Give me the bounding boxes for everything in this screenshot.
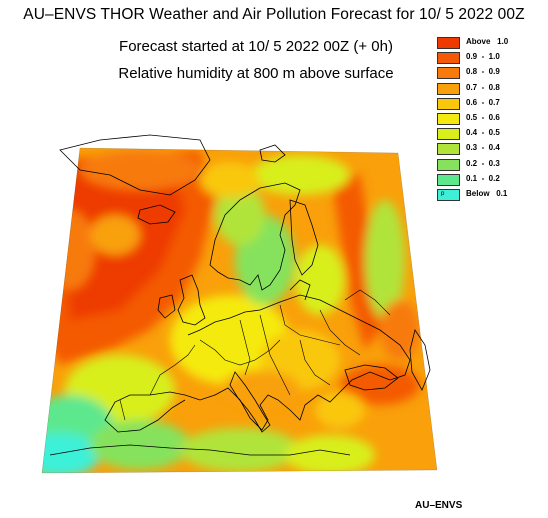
coastlines bbox=[49, 134, 431, 456]
legend-swatch bbox=[437, 158, 460, 171]
domain-outline bbox=[41, 147, 438, 474]
legend-label: 0.2 - 0.3 bbox=[466, 158, 500, 168]
legend-label: 0.9 - 1.0 bbox=[466, 52, 500, 62]
legend-swatch bbox=[437, 143, 460, 156]
legend-item: 0.8 - 0.9 bbox=[437, 66, 547, 80]
legend-item: ᵖ Below 0.1 bbox=[437, 188, 547, 202]
legend-label: 0.5 - 0.6 bbox=[466, 112, 500, 122]
credit: AU–ENVS bbox=[415, 500, 463, 511]
legend-label: 0.7 - 0.8 bbox=[466, 82, 500, 92]
legend: Above 1.0 0.9 - 1.0 0.8 - 0.9 0.7 - 0.8 0.6 … bbox=[437, 36, 547, 203]
map-title: AU–ENVS THOR Weather and Air Pollution F… bbox=[23, 6, 525, 23]
legend-item: 0.6 - 0.7 bbox=[437, 97, 547, 111]
legend-item: 0.2 - 0.3 bbox=[437, 158, 547, 172]
legend-label: 0.4 - 0.5 bbox=[466, 128, 500, 138]
legend-label: Below 0.1 bbox=[466, 188, 508, 198]
legend-item: 0.7 - 0.8 bbox=[437, 82, 547, 96]
legend-label: Above 1.0 bbox=[466, 37, 509, 46]
legend-item: 0.4 - 0.5 bbox=[437, 127, 547, 141]
legend-label: 0.6 - 0.7 bbox=[466, 97, 500, 107]
legend-swatch bbox=[437, 128, 460, 141]
legend-label: 0.1 - 0.2 bbox=[466, 173, 500, 183]
field-name: Relative humidity at 800 m above surface bbox=[118, 65, 394, 82]
legend-swatch bbox=[437, 173, 460, 186]
legend-label: 0.8 - 0.9 bbox=[466, 67, 500, 77]
legend-swatch bbox=[437, 112, 460, 125]
legend-swatch bbox=[437, 52, 460, 65]
legend-label: 0.3 - 0.4 bbox=[466, 143, 500, 153]
legend-item: 0.1 - 0.2 bbox=[437, 173, 547, 187]
legend-swatch bbox=[437, 67, 460, 80]
humidity-field bbox=[42, 148, 437, 473]
legend-item: 0.9 - 1.0 bbox=[437, 51, 547, 65]
borders bbox=[119, 289, 391, 421]
legend-swatch bbox=[437, 82, 460, 95]
legend-swatch bbox=[437, 37, 460, 49]
legend-item: 0.3 - 0.4 bbox=[437, 142, 547, 156]
legend-item: Above 1.0 bbox=[437, 36, 547, 50]
legend-item: 0.5 - 0.6 bbox=[437, 112, 547, 126]
forecast-start: Forecast started at 10/ 5 2022 00Z (+ 0h… bbox=[119, 38, 393, 55]
legend-swatch bbox=[437, 97, 460, 110]
legend-swatch: ᵖ bbox=[437, 188, 460, 201]
